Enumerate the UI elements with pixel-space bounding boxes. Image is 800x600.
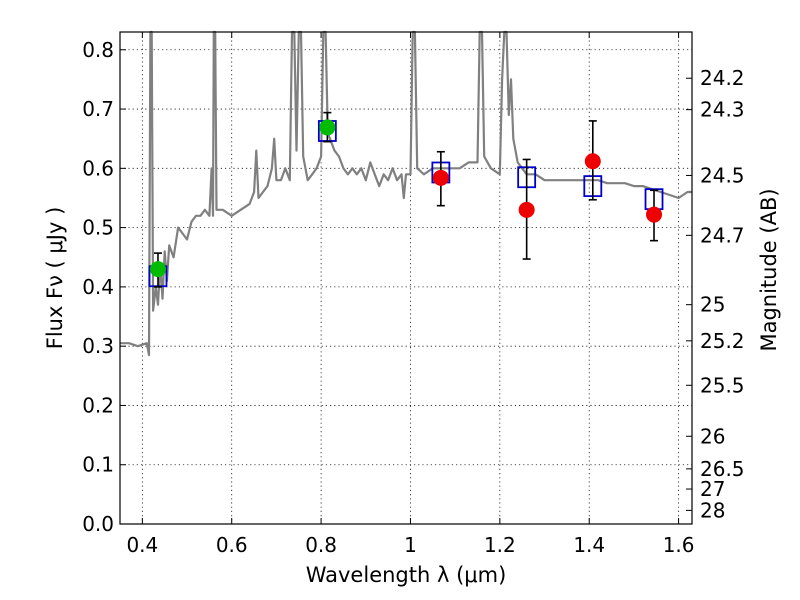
observed-flux-point <box>149 261 166 278</box>
y-tick-label: 0.1 <box>82 453 114 477</box>
data-markers <box>148 111 664 288</box>
right-tick-label: 26 <box>700 424 725 448</box>
x-tick-label: 0.8 <box>305 533 337 557</box>
y-tick-label: 0.0 <box>82 512 114 536</box>
right-tick-label: 24.5 <box>700 163 745 187</box>
plot-frame <box>119 31 693 525</box>
right-tick-label: 25.5 <box>700 373 745 397</box>
y-tick-label: 0.6 <box>82 156 114 180</box>
y-tick-label: 0.4 <box>82 275 114 299</box>
right-tick-label: 24.3 <box>700 98 745 122</box>
y-tick-label: 0.5 <box>82 216 114 240</box>
x-tick-label: 1 <box>404 533 417 557</box>
x-tick-label: 1.4 <box>573 533 605 557</box>
x-axis-ticks: 0.4 0.6 0.8 1 1.2 1.4 1.6 <box>126 32 695 557</box>
right-tick-label: 26.5 <box>700 457 745 481</box>
x-tick-label: 0.6 <box>216 533 248 557</box>
right-tick-label: 24.2 <box>700 66 745 90</box>
observed-flux-point <box>646 206 663 223</box>
y-tick-label: 0.7 <box>82 97 114 121</box>
right-axis-title: Magnitude (AB) <box>757 188 781 351</box>
spectrum-line <box>120 30 692 357</box>
right-tick-label: 27 <box>700 477 725 501</box>
right-tick-label: 28 <box>700 498 725 522</box>
y-axis-ticks: 0.0 0.1 0.2 0.3 0.4 0.5 0.6 0.7 0.8 <box>82 38 126 536</box>
right-tick-label: 25.2 <box>700 329 745 353</box>
x-tick-label: 0.4 <box>126 533 158 557</box>
observed-flux-point <box>518 201 535 218</box>
y-tick-label: 0.3 <box>82 334 114 358</box>
right-tick-label: 24.7 <box>700 223 745 247</box>
observed-flux-point <box>432 169 449 186</box>
observed-flux-point <box>584 153 601 170</box>
grid <box>120 32 692 525</box>
observed-flux-point <box>319 119 336 136</box>
y-axis-title: Flux Fν ( μJy ) <box>43 207 67 350</box>
right-tick-label: 25 <box>700 293 725 317</box>
y-tick-label: 0.2 <box>82 393 114 417</box>
x-tick-label: 1.2 <box>484 533 516 557</box>
spectrum-layer <box>120 30 692 357</box>
x-tick-label: 1.6 <box>663 533 695 557</box>
y-tick-label: 0.8 <box>82 38 114 62</box>
x-axis-title: Wavelength λ (μm) <box>306 563 507 587</box>
